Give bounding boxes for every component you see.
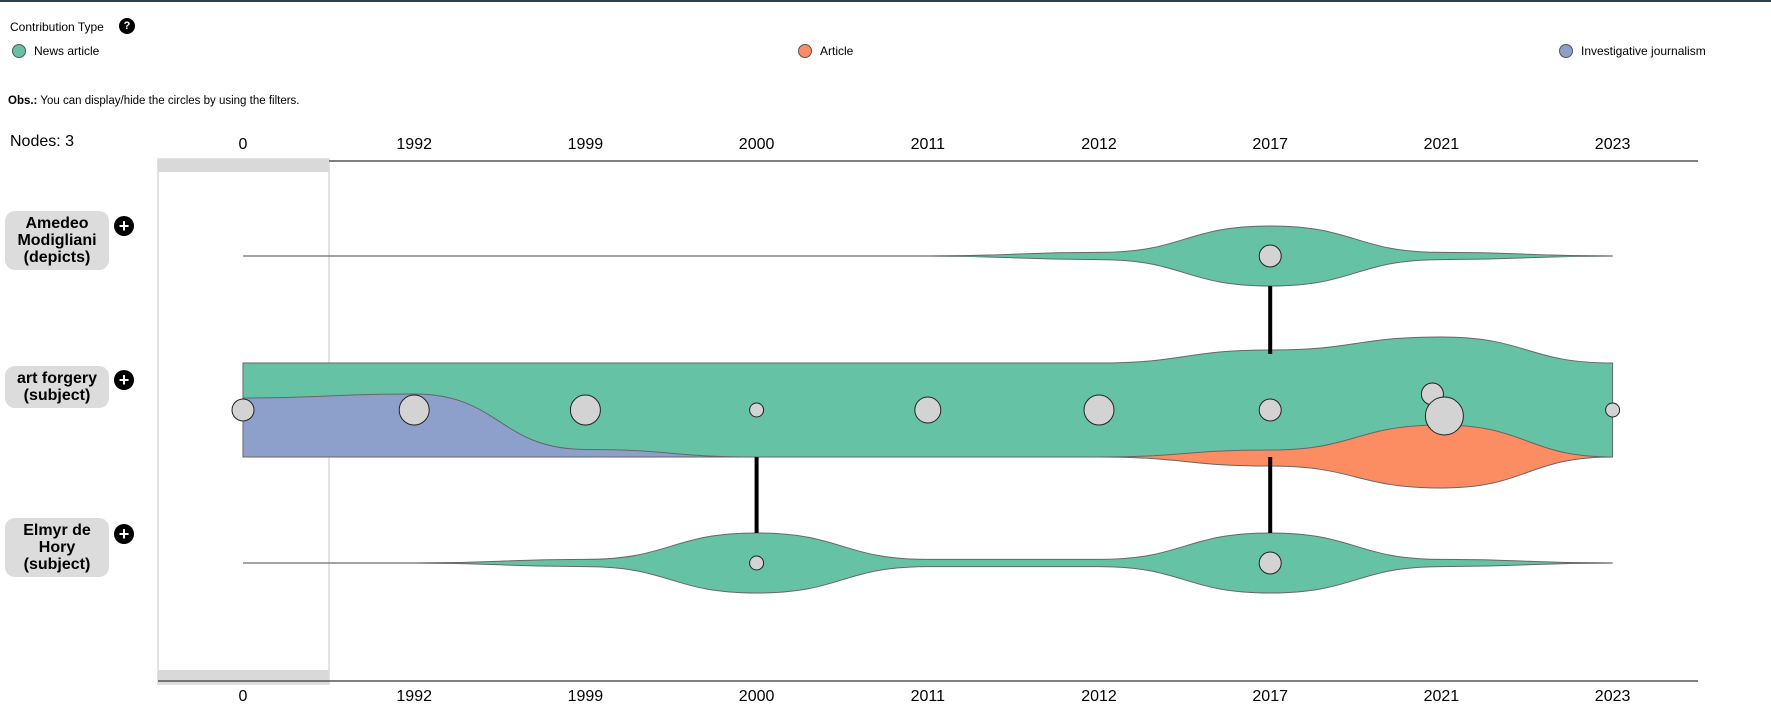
obs-text: You can display/hide the circles by usin… (37, 95, 300, 107)
node-label-amedeo-modigliani[interactable]: Amedeo Modigliani (depicts) (5, 211, 109, 270)
legend-label: Article (820, 44, 854, 58)
legend-label: Investigative journalism (1581, 44, 1706, 58)
expand-node-elmyr-de-hory-icon[interactable]: + (114, 524, 134, 544)
axis-bottom-tick-label: 2023 (1595, 688, 1631, 705)
node-label-line: art forgery (16, 370, 98, 387)
axis-top-tick-label: 2021 (1424, 136, 1460, 153)
contribution-circle (1083, 394, 1115, 426)
node-label-line: (depicts) (23, 249, 91, 266)
stream-news-article (242, 532, 1613, 594)
node-label-line: Modigliani (17, 232, 97, 249)
legend-label: News article (34, 44, 100, 58)
axis-top-tick-label: 2011 (911, 136, 946, 153)
axis-bottom-tick-label: 2021 (1424, 688, 1460, 705)
contribution-circle (1424, 396, 1464, 436)
stream-news-article (242, 225, 1613, 287)
axis-bottom-tick-label: 1999 (568, 688, 604, 705)
axis-top-tick-label: 1992 (396, 136, 432, 153)
obs-prefix: Obs.: (8, 95, 38, 107)
legend-title: Contribution Type (10, 20, 104, 34)
axis-bottom-tick-label: 2012 (1081, 688, 1117, 705)
node-label-line: Amedeo (25, 215, 89, 232)
axis-top-tick-label: 2000 (739, 136, 775, 153)
node-label-line: Elmyr de (23, 522, 91, 539)
brush-handle-top (158, 159, 329, 172)
contribution-circle (1258, 398, 1282, 422)
axis-top-tick-label: 2017 (1252, 136, 1288, 153)
axis-bottom-tick-label: 1992 (396, 688, 432, 705)
axis-bottom-tick-label: 2017 (1252, 688, 1288, 705)
axis-bottom-tick-label: 2011 (911, 688, 946, 705)
node-label-line: (subject) (23, 387, 91, 404)
legend-swatch-news-article (12, 44, 26, 58)
contribution-circle (398, 394, 430, 426)
top-border (0, 0, 1771, 2)
help-icon[interactable]: ? (119, 18, 135, 34)
expand-node-art-forgery-icon[interactable]: + (114, 370, 134, 390)
contribution-circle (1605, 402, 1621, 418)
contribution-circle (1258, 244, 1282, 268)
axis-top-tick-label: 2023 (1595, 136, 1631, 153)
legend-item-news-article[interactable]: News article (12, 44, 99, 58)
contribution-circle (231, 398, 255, 422)
axis-bottom-tick-label: 2000 (739, 688, 775, 705)
brush-handle-bottom (158, 670, 329, 683)
contribution-circle (914, 396, 942, 424)
axis-top-tick-label: 0 (239, 136, 248, 153)
legend-swatch-article (798, 44, 812, 58)
contribution-circle (749, 402, 765, 418)
legend-swatch-investigative-journalism (1559, 44, 1573, 58)
legend-item-investigative-journalism[interactable]: Investigative journalism (1559, 44, 1706, 58)
stream-investigative-journalism (242, 393, 757, 458)
contribution-circle (569, 394, 601, 426)
expand-node-amedeo-modigliani-icon[interactable]: + (114, 216, 134, 236)
contribution-circle (749, 555, 765, 571)
nodes-count: Nodes: 3 (10, 133, 75, 150)
node-label-line: Hory (38, 539, 76, 556)
obs-note: Obs.: You can display/hide the circles b… (8, 95, 300, 107)
node-label-elmyr-de-hory[interactable]: Elmyr de Hory (subject) (5, 518, 109, 577)
axis-top-tick-label: 2012 (1081, 136, 1117, 153)
contribution-circle (1258, 551, 1282, 575)
axis-bottom-tick-label: 0 (239, 688, 248, 705)
node-label-line: (subject) (23, 556, 91, 573)
axis-top-tick-label: 1999 (568, 136, 604, 153)
node-label-art-forgery[interactable]: art forgery (subject) (5, 366, 109, 408)
legend-item-article[interactable]: Article (798, 44, 853, 58)
